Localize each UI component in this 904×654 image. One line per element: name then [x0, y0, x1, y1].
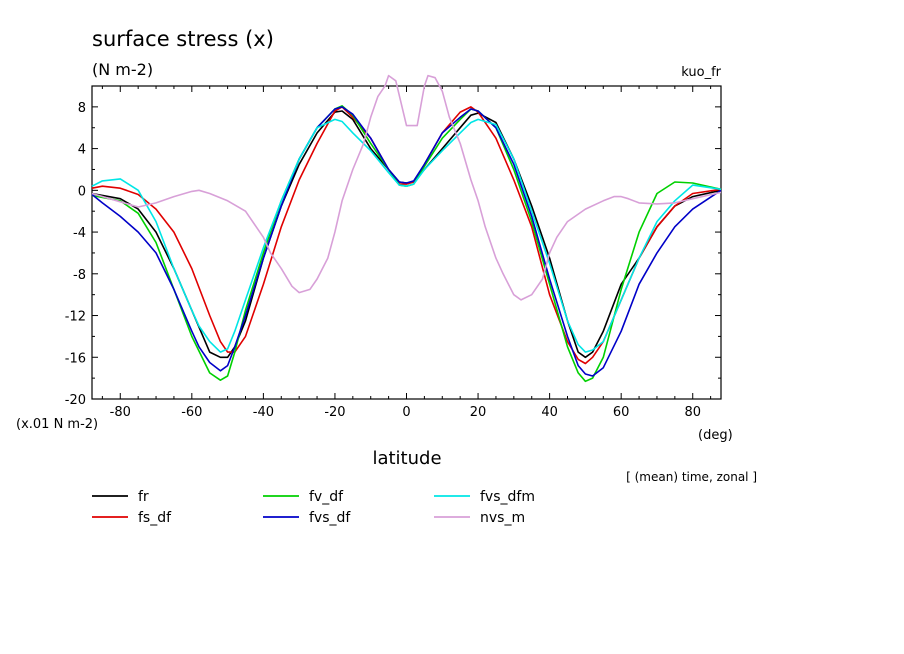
x-tick-label: 40 [541, 405, 558, 420]
plot-frame [91, 85, 722, 400]
x-tick-label: 60 [613, 405, 630, 420]
x-tick-label: -40 [253, 405, 274, 420]
legend-label: fvs_df [309, 510, 351, 526]
series-line-nvs-m [91, 74, 722, 301]
y-tick-label: 4 [78, 143, 86, 158]
series-line-fs-df [91, 106, 722, 365]
chart-units: (N m-2) [92, 60, 153, 79]
y-tick-label: 0 [78, 184, 86, 199]
legend: fr fs_df fv_df fvs_df fvs_dfm nvs_m [92, 489, 535, 526]
x-tick-label: -80 [110, 405, 131, 420]
legend-item-fr: fr [92, 489, 149, 505]
x-tick-label: 20 [470, 405, 487, 420]
legend-item-fvs-df: fvs_df [263, 510, 351, 526]
y-tick-label: -4 [73, 226, 86, 241]
x-axis-title: latitude [372, 448, 441, 469]
series-line-fvs-df [91, 106, 722, 377]
legend-item-nvs-m: nvs_m [434, 510, 525, 526]
y-tick-label: -8 [73, 268, 86, 283]
scale-label: (x.01 N m-2) [16, 417, 98, 432]
series-lines [91, 74, 722, 383]
series-line-fvs-dfm [91, 118, 722, 353]
x-unit-label: (deg) [698, 428, 733, 443]
legend-label: nvs_m [480, 510, 525, 526]
legend-label: fv_df [309, 489, 344, 505]
legend-item-fs-df: fs_df [92, 510, 172, 526]
averaging-note: [ (mean) time, zonal ] [626, 470, 757, 484]
legend-item-fvs-dfm: fvs_dfm [434, 489, 535, 505]
legend-label: fr [138, 489, 149, 505]
series-line-fv-df [91, 105, 722, 383]
x-tick-label: 0 [402, 405, 410, 420]
x-tick-label: -20 [324, 405, 345, 420]
x-tick-label: 80 [684, 405, 701, 420]
chart-title: surface stress (x) [92, 27, 274, 51]
y-tick-label: -20 [65, 393, 86, 408]
legend-label: fvs_dfm [480, 489, 535, 505]
run-label: kuo_fr [681, 65, 721, 80]
y-tick-label: -16 [65, 351, 86, 366]
x-tick-label: -60 [181, 405, 202, 420]
legend-item-fv-df: fv_df [263, 489, 344, 505]
legend-label: fs_df [138, 510, 172, 526]
y-tick-label: -12 [65, 310, 86, 325]
y-tick-label: 8 [78, 101, 86, 116]
